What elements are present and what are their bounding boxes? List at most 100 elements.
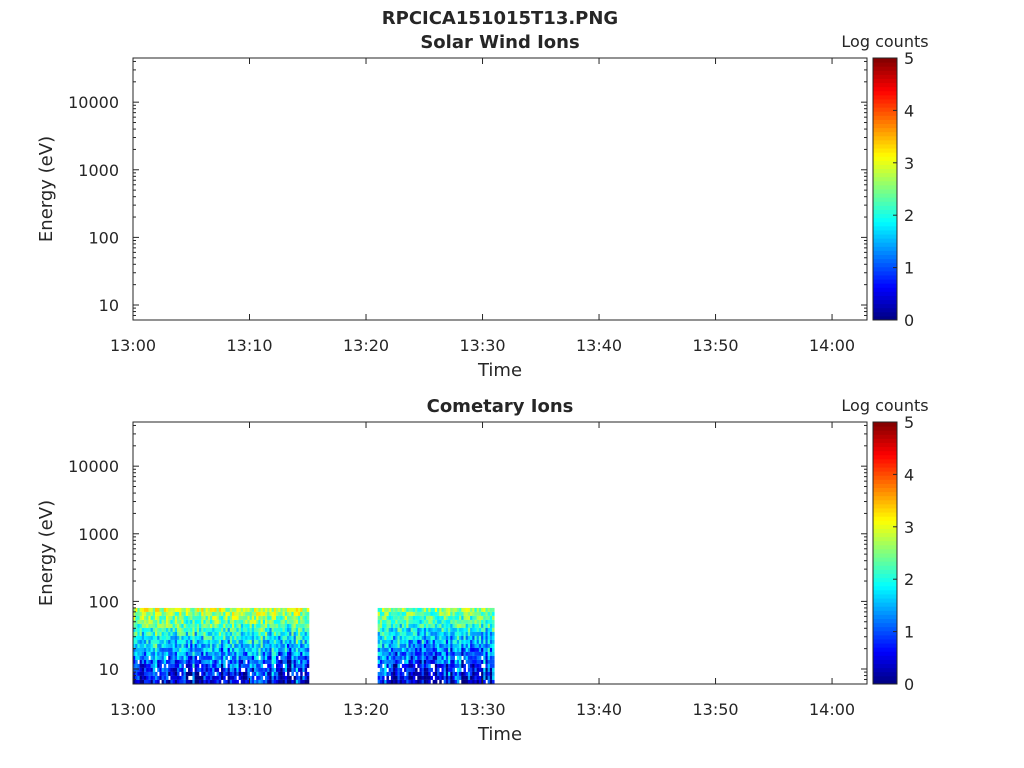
spectrogram-cell (190, 635, 193, 640)
spectrogram-cell (287, 623, 290, 628)
spectrogram-cell (401, 679, 405, 684)
spectrogram-cell (181, 639, 184, 644)
spectrogram-cell (216, 635, 220, 640)
spectrogram-cell (456, 659, 460, 664)
spectrogram-cell (401, 619, 405, 624)
spectrogram-cell (377, 635, 381, 640)
spectrogram-cell (492, 635, 495, 640)
spectrogram-cell (179, 611, 182, 616)
spectrogram-cell (229, 643, 233, 648)
colorbar-swatch (873, 626, 897, 632)
colorbar-swatch (873, 201, 897, 206)
spectrogram-cell (483, 643, 486, 648)
spectrogram-cell (419, 627, 422, 632)
spectrogram-cell (456, 643, 460, 648)
spectrogram-cell (278, 671, 281, 676)
spectrogram-cell (384, 627, 387, 632)
spectrogram-cell (229, 631, 233, 636)
colorbar-swatch (873, 536, 897, 542)
colorbar-frame (872, 421, 898, 685)
spectrogram-cell (470, 651, 473, 656)
spectrogram-cell (218, 631, 222, 636)
spectrogram-cell (384, 643, 387, 648)
spectrogram-cell (282, 623, 286, 628)
spectrogram-cell (254, 647, 257, 652)
spectrogram-cell (412, 651, 416, 656)
spectrogram-cell (223, 627, 226, 632)
spectrogram-cell (267, 623, 270, 628)
spectrogram-cell (168, 647, 171, 652)
spectrogram-cell (148, 663, 151, 668)
spectrogram-cell (377, 671, 381, 676)
spectrogram-cell (419, 619, 422, 624)
spectrogram-cell (450, 643, 453, 648)
spectrogram-cell (141, 643, 145, 648)
spectrogram-cell (135, 611, 138, 616)
spectrogram-cell (393, 635, 396, 640)
spectrogram-cell (282, 667, 286, 672)
spectrogram-cell (284, 611, 288, 616)
spectrogram-cell (443, 619, 447, 624)
spectrogram-cell (236, 663, 239, 668)
spectrogram-cell (192, 675, 195, 680)
spectrogram-cell (406, 635, 409, 640)
spectrogram-cell (269, 639, 272, 644)
colorbar-swatch (873, 569, 897, 574)
spectrogram-cell (282, 619, 286, 624)
spectrogram-cell (205, 675, 209, 680)
spectrogram-cell (144, 663, 147, 668)
spectrogram-cell (450, 663, 453, 668)
spectrogram-cell (210, 651, 213, 656)
colorbar-swatch (873, 209, 897, 215)
spectrogram-cell (183, 671, 187, 676)
spectrogram-cell (476, 667, 480, 672)
spectrogram-cell (265, 675, 268, 680)
spectrogram-cell (382, 607, 385, 612)
spectrogram-cell (243, 655, 246, 660)
spectrogram-cell (467, 655, 471, 660)
spectrogram-cell (452, 651, 455, 656)
colorbar-swatch (873, 70, 897, 75)
spectrogram-cell (401, 675, 405, 680)
spectrogram-cell (291, 655, 294, 660)
spectrogram-cell (485, 615, 488, 620)
spectrogram-cell (478, 647, 482, 652)
spectrogram-cell (434, 643, 438, 648)
spectrogram-cell (421, 615, 425, 620)
spectrogram-cell (236, 655, 239, 660)
spectrogram-cell (152, 643, 156, 648)
spectrogram-cell (443, 607, 447, 612)
spectrogram-cell (139, 643, 143, 648)
spectrogram-cell (439, 643, 442, 648)
spectrogram-cell (289, 643, 292, 648)
spectrogram-cell (214, 639, 217, 644)
spectrogram-cell (157, 663, 160, 668)
spectrogram-cell (249, 679, 253, 684)
spectrogram-cell (146, 675, 149, 680)
spectrogram-cell (148, 679, 151, 684)
spectrogram-cell (133, 639, 136, 644)
spectrogram-cell (203, 639, 206, 644)
spectrogram-cell (306, 607, 310, 612)
spectrogram-cell (172, 671, 176, 676)
spectrogram-cell (412, 623, 416, 628)
spectrogram-cell (251, 615, 255, 620)
spectrogram-cell (487, 655, 491, 660)
spectrogram-cell (386, 643, 389, 648)
spectrogram-cell (216, 663, 220, 668)
spectrogram-cell (382, 667, 385, 672)
spectrogram-cell (287, 607, 290, 612)
spectrogram-cell (443, 623, 447, 628)
spectrogram-cell (258, 663, 261, 668)
spectrogram-cell (172, 635, 176, 640)
spectrogram-cell (306, 619, 310, 624)
spectrogram-cell (377, 663, 381, 668)
spectrogram-cell (412, 607, 416, 612)
spectrogram-cell (196, 635, 200, 640)
spectrogram-cell (452, 659, 455, 664)
spectrogram-cell (419, 631, 422, 636)
spectrogram-cell (236, 671, 239, 676)
spectrogram-cell (212, 651, 215, 656)
spectrogram-cell (437, 627, 440, 632)
spectrogram-cell (474, 651, 477, 656)
